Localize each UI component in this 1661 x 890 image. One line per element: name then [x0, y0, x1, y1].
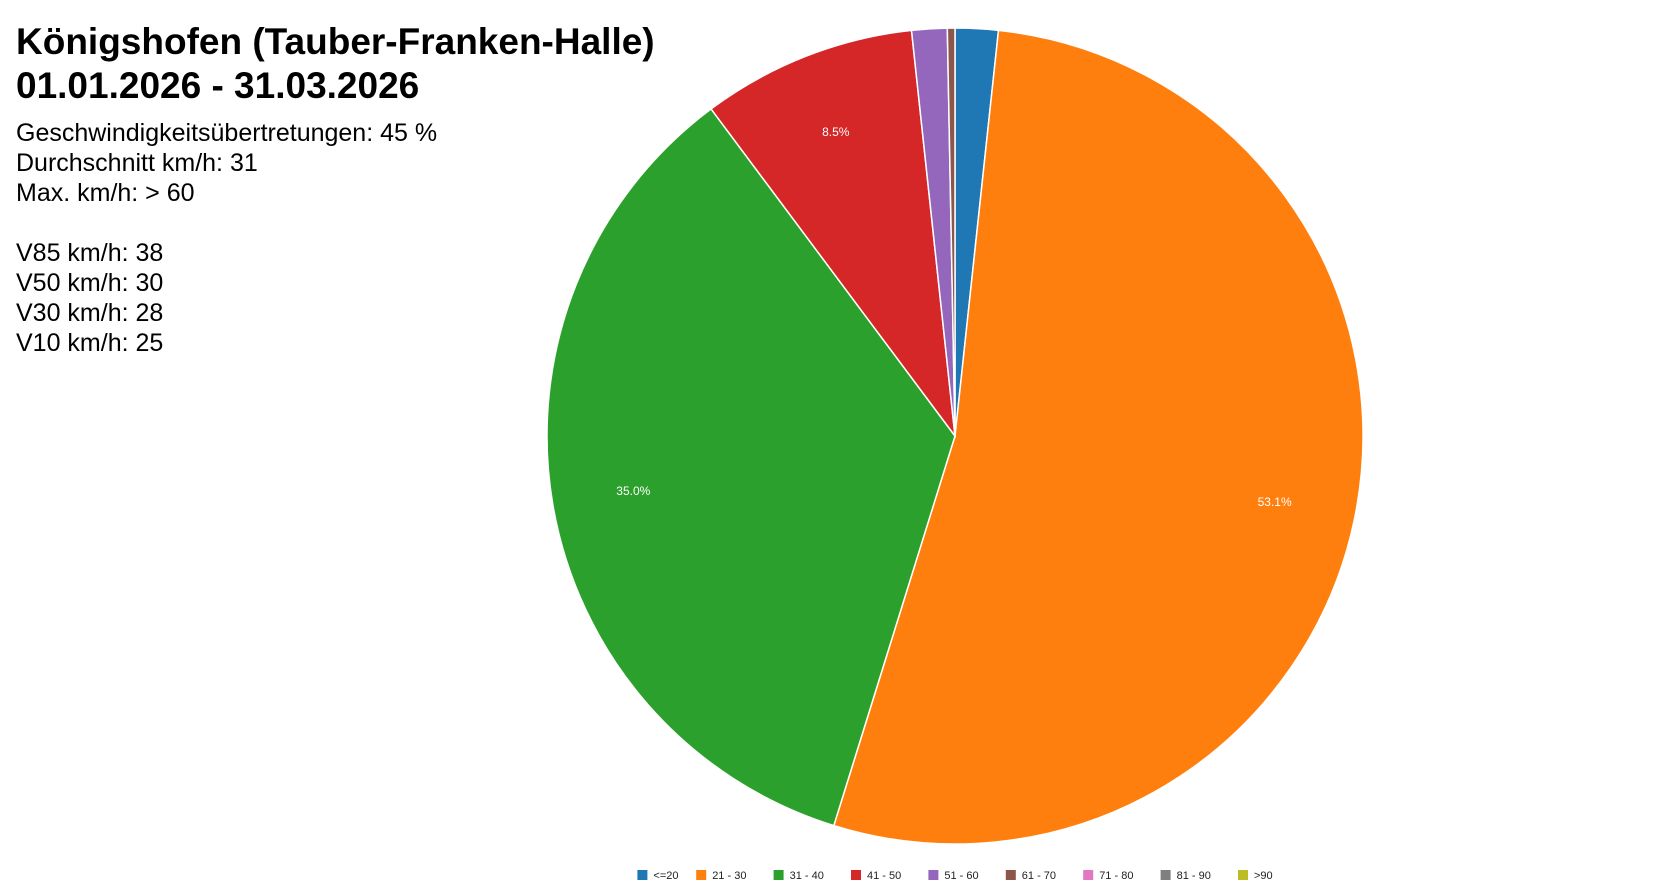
- pie-slice-21-30: [832, 29, 1364, 845]
- v10-stat: V10 km/h: 25: [16, 329, 164, 357]
- v85-stat: V85 km/h: 38: [16, 239, 164, 267]
- legend-swatch-41-50: [851, 870, 861, 880]
- legend-swatch-71-80: [1083, 870, 1094, 880]
- legend-swatch-61-70: [1005, 870, 1016, 880]
- pie-slice-61-70: [946, 27, 956, 437]
- pie-slices: [546, 27, 1364, 845]
- legend-swatch-le-20: [637, 870, 648, 880]
- speeding-stat: Geschwindigkeitsübertretungen: 45 %: [16, 119, 438, 147]
- legend-label-51-60: 51 - 60: [944, 870, 978, 882]
- legend-swatch-31-40: [773, 870, 784, 880]
- v30-stat: V30 km/h: 28: [16, 299, 164, 327]
- legend-label-81-90: 81 - 90: [1177, 870, 1211, 882]
- pie-slice-31-40: [546, 107, 956, 827]
- legend-label-71-80: 71 - 80: [1099, 870, 1133, 882]
- average-speed-stat: Durchschnitt km/h: 31: [16, 149, 258, 177]
- legend-swatch-gt-90: [1238, 870, 1248, 880]
- stats-block: Geschwindigkeitsübertretungen: 45 % Durc…: [16, 118, 776, 358]
- legend-swatch-81-90: [1160, 870, 1171, 880]
- legend-label-21-30: 21 - 30: [712, 870, 746, 882]
- legend-swatch-51-60: [928, 870, 939, 880]
- legend-label-61-70: 61 - 70: [1022, 870, 1056, 882]
- slice-label-21-30: 53.1%: [1258, 495, 1292, 509]
- location-title: Königshofen (Tauber-Franken-Halle): [16, 21, 655, 62]
- legend-label-le-20: <=20: [653, 870, 678, 882]
- period-title: 01.01.2026 - 31.03.2026: [16, 65, 420, 106]
- pie-labels: 53.1% 35.0% 8.5%: [616, 125, 1292, 509]
- chart-header: Königshofen (Tauber-Franken-Halle) 01.01…: [16, 20, 776, 358]
- slice-label-41-50: 8.5%: [822, 125, 850, 139]
- legend-label-41-50: 41 - 50: [867, 870, 901, 882]
- legend-label-gt-90: >90: [1254, 870, 1273, 882]
- slice-label-31-40: 35.0%: [616, 484, 650, 498]
- max-speed-stat: Max. km/h: > 60: [16, 179, 195, 207]
- legend-swatch-21-30: [696, 870, 707, 880]
- chart-legend: <=20 21 - 30 31 - 40 41 - 50 51 - 60 61 - 70 7…: [637, 870, 1273, 882]
- pie-slice-41-50: [710, 29, 957, 439]
- v50-stat: V50 km/h: 30: [16, 269, 164, 297]
- legend-label-31-40: 31 - 40: [790, 870, 824, 882]
